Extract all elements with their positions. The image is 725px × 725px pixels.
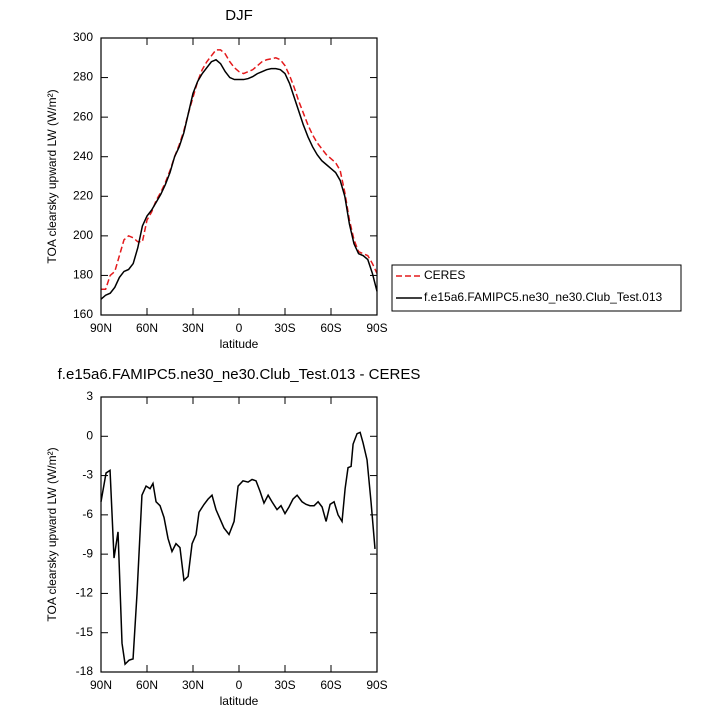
x-tick-label: 90N bbox=[90, 678, 112, 692]
plot-frame bbox=[100, 396, 378, 673]
x-axis-label: latitude bbox=[220, 337, 259, 351]
y-tick-label: -18 bbox=[76, 664, 94, 678]
y-tick-label: 240 bbox=[73, 149, 93, 163]
y-axis-label: TOA clearsky upward LW (W/m²) bbox=[45, 89, 59, 263]
y-tick-label: -15 bbox=[76, 625, 94, 639]
x-tick-label: 60S bbox=[320, 678, 341, 692]
line-series bbox=[100, 58, 378, 300]
legend-box bbox=[391, 264, 682, 312]
x-tick-label: 0 bbox=[236, 321, 243, 335]
x-axis-label: latitude bbox=[220, 694, 259, 708]
x-tick-label: 90S bbox=[366, 321, 387, 335]
y-tick-label: 260 bbox=[73, 109, 93, 123]
x-tick-label: 30N bbox=[182, 321, 204, 335]
x-tick-label: 90S bbox=[366, 678, 387, 692]
x-tick-label: 30S bbox=[274, 678, 295, 692]
x-tick-label: 60S bbox=[320, 321, 341, 335]
x-tick-label: 30N bbox=[182, 678, 204, 692]
line-series bbox=[100, 431, 376, 666]
y-axis-label: TOA clearsky upward LW (W/m²) bbox=[45, 447, 59, 621]
y-tick-label: -12 bbox=[76, 586, 94, 600]
x-tick-label: 30S bbox=[274, 321, 295, 335]
x-tick-label: 0 bbox=[236, 678, 243, 692]
y-tick-label: 280 bbox=[73, 70, 93, 84]
y-tick-label: 180 bbox=[73, 268, 93, 282]
y-tick-label: 300 bbox=[73, 30, 93, 44]
y-tick-label: -9 bbox=[82, 546, 93, 560]
legend-label: CERES bbox=[424, 268, 465, 282]
y-tick-label: 3 bbox=[86, 389, 93, 403]
y-tick-label: 200 bbox=[73, 228, 93, 242]
chart-title: DJF bbox=[225, 7, 253, 24]
y-tick-label: -3 bbox=[82, 468, 93, 482]
y-tick-label: 160 bbox=[73, 307, 93, 321]
y-tick-label: -6 bbox=[82, 507, 93, 521]
chart-title: f.e15a6.FAMIPC5.ne30_ne30.Club_Test.013 … bbox=[58, 366, 421, 383]
x-tick-label: 60N bbox=[136, 321, 158, 335]
y-tick-label: 0 bbox=[86, 428, 93, 442]
y-tick-label: 220 bbox=[73, 188, 93, 202]
x-tick-label: 60N bbox=[136, 678, 158, 692]
line-series bbox=[101, 49, 378, 291]
legend-label: f.e15a6.FAMIPC5.ne30_ne30.Club_Test.013 bbox=[424, 290, 662, 304]
x-tick-label: 90N bbox=[90, 321, 112, 335]
plot-frame bbox=[100, 37, 378, 316]
